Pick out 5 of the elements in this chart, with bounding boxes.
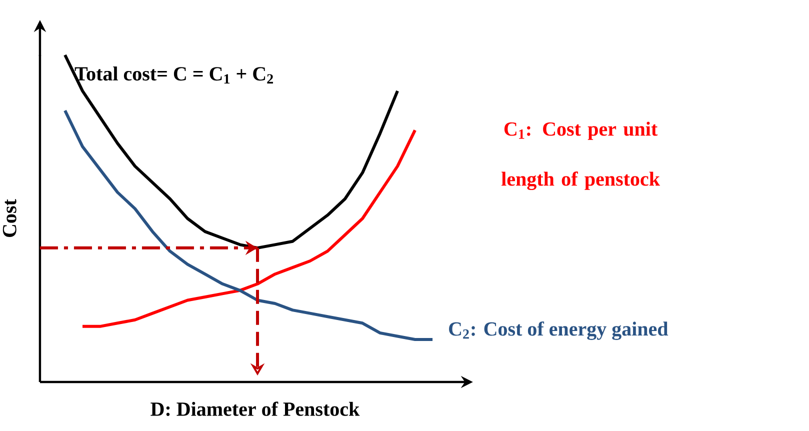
- series-label: C$_{2}$: Cost of energy gained: [449, 321, 668, 340]
- x-axis-title: D: Diameter of Penstock: [150, 402, 360, 416]
- series-label: Total cost= C = C$_{1}$ + C$_{2}$: [74, 66, 273, 84]
- y-axis-title: Cost: [2, 199, 16, 237]
- text: C$_{1}$: Cost per unit length of penstock: [501, 122, 660, 190]
